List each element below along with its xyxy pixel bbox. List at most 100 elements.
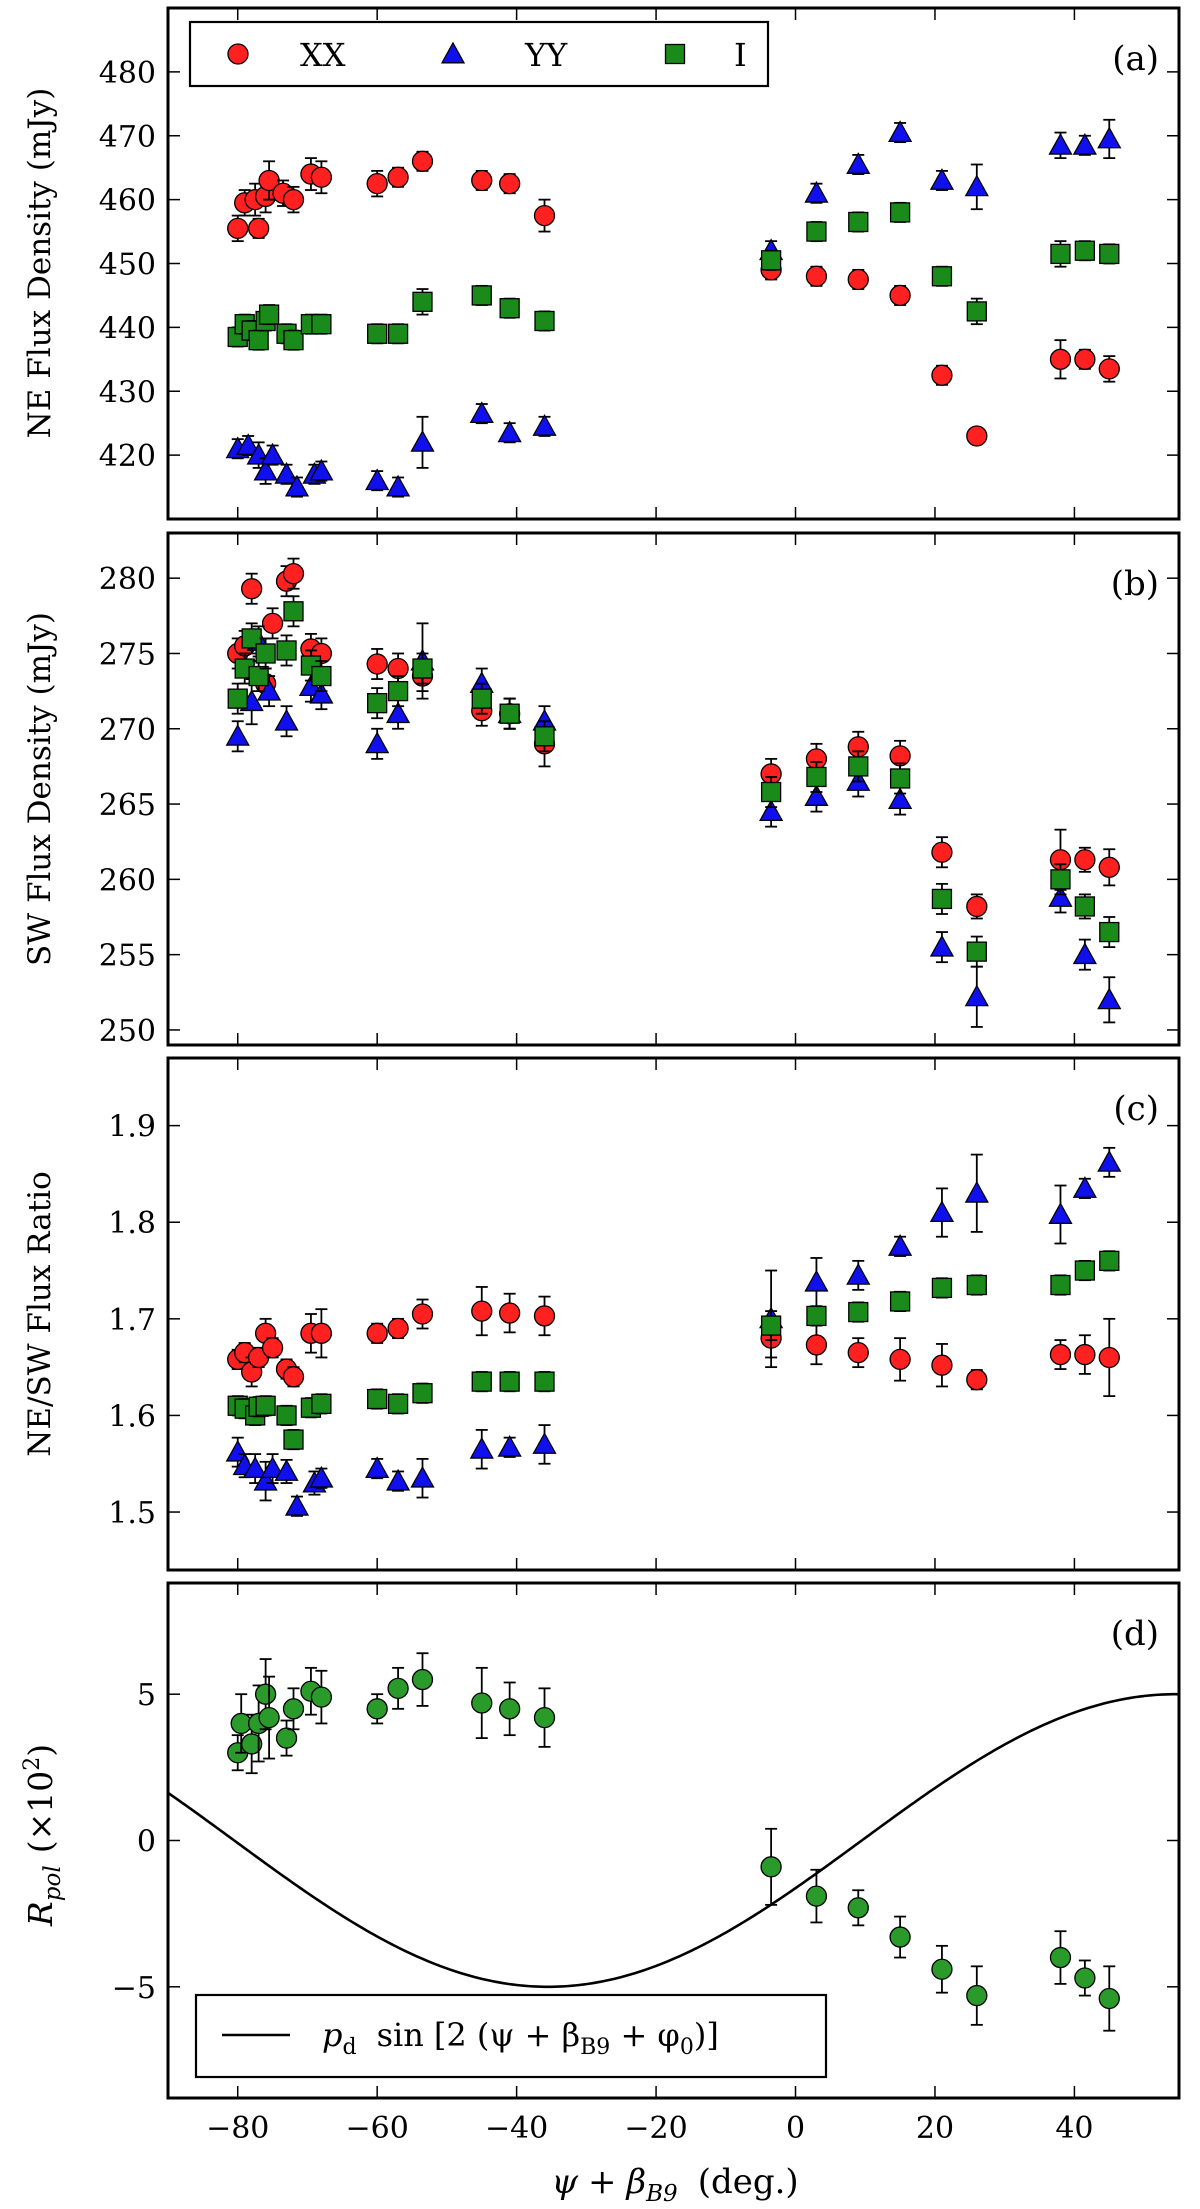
data-point-yy [846, 152, 871, 174]
series-yy [225, 622, 1122, 1028]
x-tick-label: 40 [1055, 2111, 1093, 2146]
y-tick-label: −5 [112, 1971, 156, 2006]
data-point-i [889, 1291, 911, 1312]
data-point-xx [387, 1317, 409, 1340]
series-xx [227, 1286, 1120, 1398]
data-point-yy [964, 984, 989, 1007]
data-point-rpol [241, 1733, 263, 1755]
panel-d: Rpol(×102) −5 0 5 (d) pd sin [2 (ψ + βB9 + φ0)… [20, 1581, 1181, 2146]
data-point-i [889, 768, 911, 789]
y-tick-label: 270 [99, 713, 156, 748]
data-point-yy [365, 468, 390, 491]
data-point-yy [309, 681, 334, 704]
panel-b-plot: 250 255 260 265 270 275 280 (b) [99, 531, 1181, 1049]
panel-a: NE Flux Density (mJy) 420 430 440 450 460 470… [22, 6, 1181, 521]
y-tick-label: 265 [99, 788, 156, 823]
data-point-xx [471, 1300, 493, 1322]
data-point-yy [532, 414, 557, 436]
panel-b-ylabel: SW Flux Density (mJy) [22, 612, 58, 966]
data-point-yy [256, 678, 282, 701]
data-point-yy [274, 1459, 299, 1481]
x-tick-label: 0 [786, 2111, 805, 2146]
y-tick-label: 450 [99, 248, 156, 283]
data-point-i [387, 323, 409, 344]
data-point-i [1050, 243, 1071, 265]
data-point-i [931, 1277, 953, 1299]
series-i [227, 595, 1120, 968]
data-point-yy [1097, 126, 1122, 149]
data-point-i [806, 221, 827, 242]
data-point-yy [804, 784, 829, 806]
data-point-i [1099, 243, 1120, 265]
data-point-i [966, 301, 987, 322]
y-tick-label: 460 [99, 184, 156, 219]
data-point-yy [260, 442, 285, 465]
y-tick-label: 1.7 [108, 1303, 156, 1338]
y-tick-label: 470 [99, 120, 156, 155]
data-point-yy [887, 120, 913, 143]
data-point-yy [410, 1465, 435, 1488]
data-point-i [499, 1371, 520, 1392]
data-point-i [1099, 921, 1120, 943]
data-point-i [760, 781, 782, 803]
y-tick-label: 255 [99, 939, 156, 974]
data-point-i [1074, 1260, 1096, 1281]
panel-d-ylabel: Rpol(×102) [20, 1744, 66, 1927]
panel-c-plot: 1.5 1.6 1.7 1.8 1.9 (c) [108, 1056, 1181, 1572]
data-point-i [367, 1388, 388, 1410]
data-point-xx [310, 1322, 333, 1344]
data-point-rpol [1074, 1967, 1096, 1989]
data-point-yy [365, 731, 390, 754]
panel-tag: (b) [1111, 564, 1159, 604]
data-point-yy [1072, 132, 1097, 155]
data-point-i [1050, 869, 1071, 890]
x-tick-label: −40 [485, 2111, 548, 2146]
data-point-rpol [471, 1692, 493, 1714]
data-point-xx [310, 166, 333, 188]
panel-tag: (a) [1112, 39, 1159, 79]
data-point-i [806, 766, 827, 788]
data-point-i [471, 1371, 492, 1392]
data-point-xx [1049, 1343, 1072, 1366]
data-point-i [534, 1371, 555, 1392]
data-point-xx [1098, 856, 1120, 878]
data-point-yy [225, 723, 250, 746]
data-point-rpol [889, 1926, 911, 1948]
data-point-i [283, 1429, 304, 1450]
y-tick-label: 1.9 [108, 1110, 156, 1145]
data-point-i [848, 756, 869, 777]
data-point-i [471, 285, 492, 306]
data-point-yy [469, 401, 494, 424]
data-point-xx [261, 612, 284, 635]
data-point-xx [1074, 348, 1096, 370]
data-point-yy [309, 1465, 334, 1488]
y-tick-label: 1.5 [108, 1496, 156, 1531]
data-point-yy [274, 708, 299, 731]
data-point-i [1074, 240, 1096, 261]
data-point-yy [385, 1468, 411, 1491]
data-point-i [387, 1393, 409, 1414]
data-point-yy [964, 1180, 989, 1203]
data-point-i [889, 202, 911, 223]
legend: XX YY I [188, 20, 770, 88]
data-point-rpol [258, 1706, 280, 1729]
panel-a-plot: 420 430 440 450 460 470 480 (a) XX YY I [99, 6, 1181, 521]
data-point-rpol [847, 1897, 869, 1919]
data-point-xx [966, 1369, 988, 1391]
data-point-yy [309, 458, 334, 481]
data-point-xx [533, 1305, 556, 1327]
data-point-xx [261, 1337, 284, 1359]
data-point-i [760, 1315, 782, 1336]
legend-frame [194, 1993, 828, 2079]
data-point-i [471, 688, 492, 709]
legend-label-xx: XX [300, 36, 346, 74]
data-point-i [255, 643, 276, 664]
data-point-xx [931, 841, 953, 863]
data-point-yy [929, 934, 955, 957]
data-point-i [499, 298, 520, 319]
data-point-yy [497, 420, 522, 443]
data-point-i [258, 304, 280, 325]
legend-marker-i [664, 43, 686, 65]
panel-frame [166, 1056, 1181, 1572]
